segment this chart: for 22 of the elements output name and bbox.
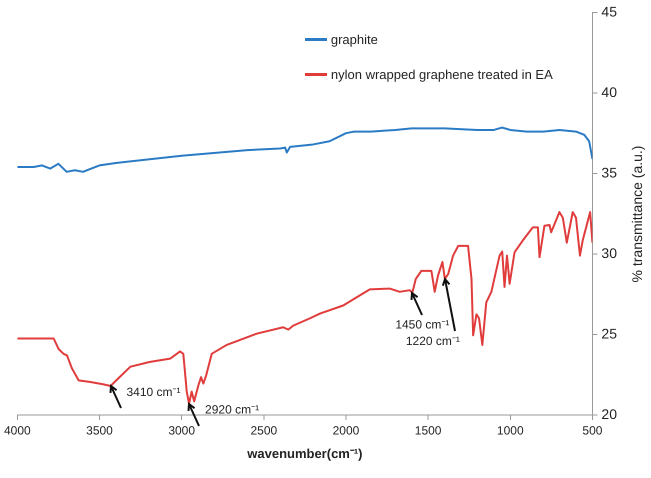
x-tick-label: 500: [582, 424, 603, 438]
legend-label: graphite: [330, 32, 378, 48]
x-axis-title: wavenumber(cm⁻¹): [246, 446, 363, 461]
y-axis-title: % transmittance (a.u.): [629, 145, 645, 282]
y-tick-label: 45: [601, 3, 618, 20]
x-tick-label: 4000: [4, 424, 32, 438]
x-tick-label: 2500: [250, 424, 278, 438]
y-tick-label: 30: [601, 244, 618, 261]
annotation: 2920 cm⁻¹: [205, 402, 260, 417]
x-tick-label: 2000: [332, 424, 360, 438]
y-tick-label: 40: [601, 84, 618, 100]
x-tick-label: 1000: [496, 424, 524, 438]
x-tick-label: 1500: [414, 424, 442, 438]
x-tick-label: 3500: [86, 424, 114, 438]
y-tick-label: 25: [601, 325, 618, 342]
annotation: 1220 cm⁻¹: [406, 334, 460, 348]
legend-label: nylon wrapped graphene treated in EA: [330, 67, 553, 82]
annotation: 1450 cm⁻¹: [395, 318, 450, 332]
x-tick-label: 3000: [168, 424, 196, 438]
y-tick-label: 20: [601, 406, 618, 422]
annotation: 3410 cm⁻¹: [126, 385, 181, 400]
y-tick-label: 35: [601, 164, 618, 180]
